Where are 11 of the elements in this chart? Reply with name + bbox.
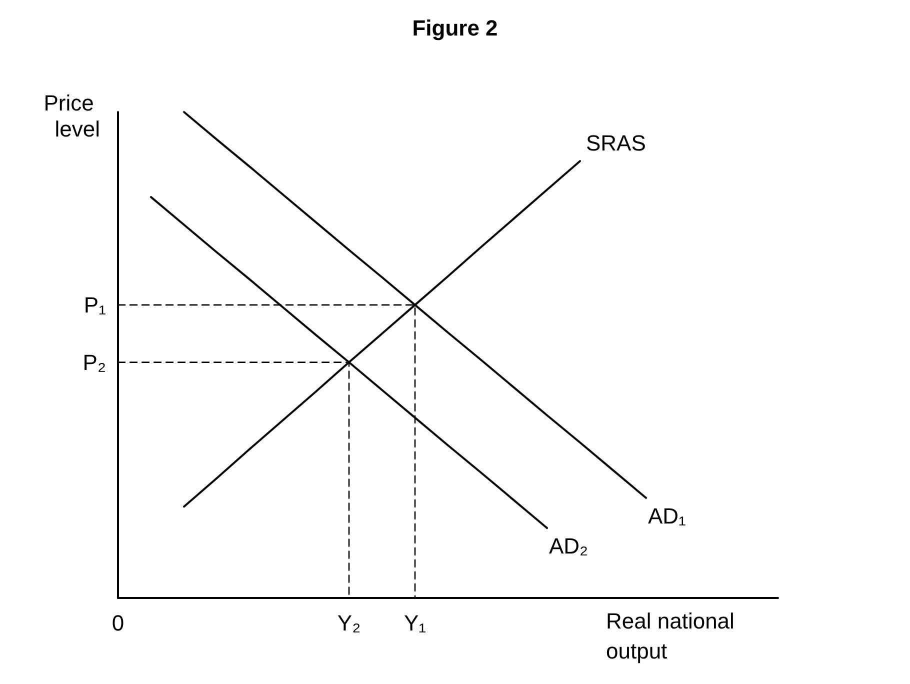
- x-axis-title: Real national output: [606, 608, 741, 664]
- x-tick-label: Y₂: [337, 610, 361, 636]
- x-tick-label: Y₁: [404, 610, 426, 636]
- x-tick-label: 0: [112, 610, 124, 636]
- series-label: SRAS: [586, 130, 646, 156]
- text: P₁: [84, 292, 106, 318]
- series-label: AD₁: [648, 503, 686, 528]
- series-label: AD₂: [549, 534, 588, 559]
- chart-title: Figure 2: [412, 16, 498, 40]
- y-axis-title: Price level: [44, 90, 100, 142]
- text: P₂: [82, 350, 106, 375]
